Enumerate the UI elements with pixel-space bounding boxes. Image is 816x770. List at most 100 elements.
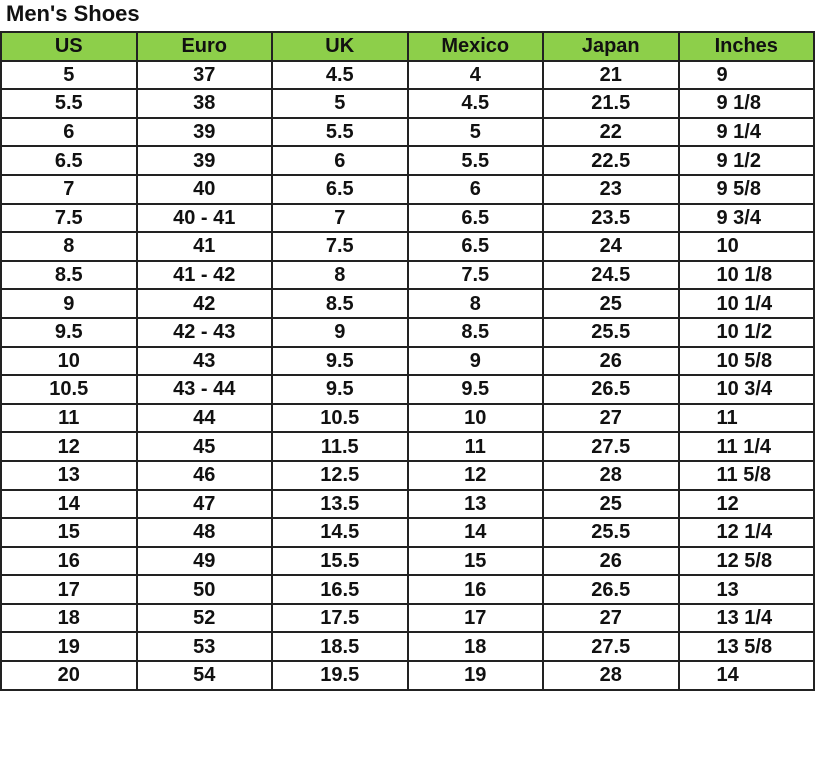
table-row: 8.5 41 - 42 8 7.5 24.5 10 1/8 (0, 259, 815, 291)
table-row: 14 47 13.5 13 25 12 (0, 488, 815, 520)
table-cell: 9 5/8 (677, 173, 815, 205)
table-cell: 18 (0, 602, 138, 634)
table-cell: 18.5 (271, 631, 409, 663)
table-cell: 6 (0, 116, 138, 148)
table-cell: 25 (542, 488, 680, 520)
table-row: 7 40 6.5 6 23 9 5/8 (0, 173, 815, 205)
table-row: 5 37 4.5 4 21 9 (0, 59, 815, 91)
table-cell: 40 (135, 173, 273, 205)
table-cell: 54 (135, 660, 273, 691)
table-cell: 14 (0, 488, 138, 520)
table-row: 5.5 38 5 4.5 21.5 9 1/8 (0, 88, 815, 119)
table-cell: 9 1/4 (677, 116, 815, 148)
table-cell: 24.5 (542, 259, 680, 291)
table-cell: 26 (542, 545, 680, 577)
table-cell: 11.5 (271, 431, 409, 462)
table-cell: 9 (677, 59, 815, 91)
table-cell: 5.5 (271, 116, 409, 148)
table-cell: 13 1/4 (677, 602, 815, 634)
table-cell: 10 3/4 (677, 374, 815, 405)
table-cell: 42 - 43 (135, 316, 273, 348)
table-cell: 48 (135, 517, 273, 548)
table-cell: 9.5 (0, 316, 138, 348)
table-cell: 41 (135, 231, 273, 262)
table-cell: 12.5 (271, 459, 409, 491)
table-cell: 52 (135, 602, 273, 634)
table-row: 9.5 42 - 43 9 8.5 25.5 10 1/2 (0, 316, 815, 348)
table-cell: 13.5 (271, 488, 409, 520)
table-cell: 4.5 (271, 59, 409, 91)
table-cell: 40 - 41 (135, 202, 273, 234)
table-cell: 26 (542, 345, 680, 377)
table-cell: 9 (0, 288, 138, 319)
table-cell: 5.5 (0, 88, 138, 119)
column-header: US (0, 31, 138, 62)
table-row: 10.5 43 - 44 9.5 9.5 26.5 10 3/4 (0, 374, 815, 405)
table-row: 12 45 11.5 11 27.5 11 1/4 (0, 431, 815, 462)
table-cell: 13 (0, 459, 138, 491)
table-cell: 7 (0, 173, 138, 205)
table-row: 8 41 7.5 6.5 24 10 (0, 231, 815, 262)
table-cell: 8.5 (406, 316, 544, 348)
table-cell: 6.5 (0, 145, 138, 176)
table-cell: 17 (406, 602, 544, 634)
table-cell: 11 5/8 (677, 459, 815, 491)
table-cell: 10 5/8 (677, 345, 815, 377)
table-cell: 20 (0, 660, 138, 691)
table-cell: 5 (271, 88, 409, 119)
table-cell: 27.5 (542, 631, 680, 663)
table-cell: 12 (0, 431, 138, 462)
table-cell: 5 (406, 116, 544, 148)
table-cell: 43 (135, 345, 273, 377)
table-cell: 45 (135, 431, 273, 462)
table-cell: 28 (542, 459, 680, 491)
table-cell: 41 - 42 (135, 259, 273, 291)
table-cell: 21.5 (542, 88, 680, 119)
table-cell: 15 (406, 545, 544, 577)
table-cell: 19.5 (271, 660, 409, 691)
table-cell: 46 (135, 459, 273, 491)
table-cell: 6.5 (406, 231, 544, 262)
table-cell: 6.5 (406, 202, 544, 234)
table-row: 18 52 17.5 17 27 13 1/4 (0, 602, 815, 634)
page-title: Men's Shoes (6, 1, 140, 26)
table-row: 6.5 39 6 5.5 22.5 9 1/2 (0, 145, 815, 176)
table-cell: 14 (406, 517, 544, 548)
table-cell: 6 (271, 145, 409, 176)
table-cell: 11 (0, 402, 138, 434)
table-cell: 10.5 (0, 374, 138, 405)
table-cell: 14.5 (271, 517, 409, 548)
table-cell: 12 (406, 459, 544, 491)
table-cell: 17 (0, 574, 138, 605)
table-row: 20 54 19.5 19 28 14 (0, 660, 815, 691)
table-cell: 9 1/8 (677, 88, 815, 119)
table-cell: 23 (542, 173, 680, 205)
table-cell: 28 (542, 660, 680, 691)
table-cell: 27 (542, 402, 680, 434)
table-cell: 38 (135, 88, 273, 119)
table-cell: 7 (271, 202, 409, 234)
table-cell: 19 (0, 631, 138, 663)
table-cell: 8 (0, 231, 138, 262)
table-cell: 6.5 (271, 173, 409, 205)
column-header: Japan (542, 31, 680, 62)
table-cell: 26.5 (542, 574, 680, 605)
table-cell: 27.5 (542, 431, 680, 462)
table-cell: 13 5/8 (677, 631, 815, 663)
table-cell: 39 (135, 145, 273, 176)
table-cell: 10 1/4 (677, 288, 815, 319)
table-cell: 7.5 (271, 231, 409, 262)
column-header: Euro (135, 31, 273, 62)
table-cell: 10 (406, 402, 544, 434)
table-cell: 10 (677, 231, 815, 262)
table-row: 6 39 5.5 5 22 9 1/4 (0, 116, 815, 148)
table-row: 7.5 40 - 41 7 6.5 23.5 9 3/4 (0, 202, 815, 234)
table-cell: 25.5 (542, 316, 680, 348)
table-cell: 12 5/8 (677, 545, 815, 577)
table-cell: 18 (406, 631, 544, 663)
table-cell: 10 1/8 (677, 259, 815, 291)
table-cell: 23.5 (542, 202, 680, 234)
table-cell: 7.5 (0, 202, 138, 234)
table-cell: 15 (0, 517, 138, 548)
table-cell: 22.5 (542, 145, 680, 176)
